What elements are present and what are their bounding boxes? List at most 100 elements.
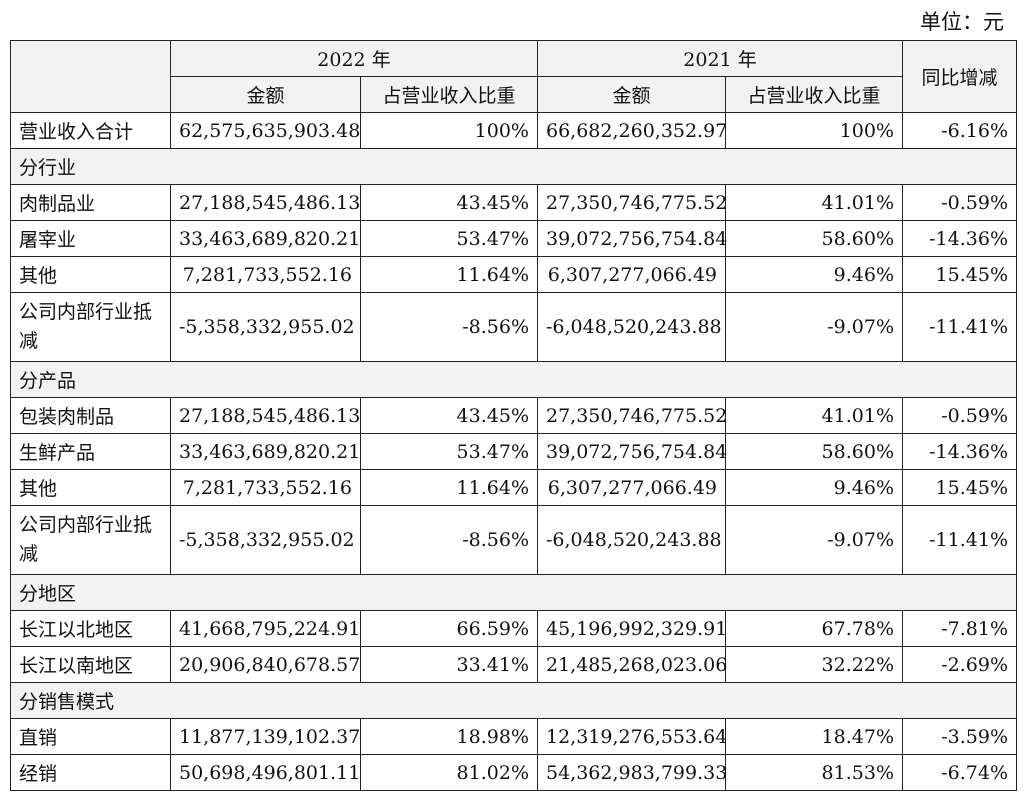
- row-label: 经销: [10, 754, 171, 791]
- row-label: 长江以南地区: [10, 646, 171, 683]
- amount-2022: 50,698,496,801.11: [170, 754, 361, 791]
- section-row: 分地区: [10, 574, 1017, 611]
- ratio-2021: 100%: [725, 112, 903, 149]
- row-label: 包装肉制品: [10, 397, 171, 434]
- row-label: 其他: [10, 469, 171, 506]
- table-row: 长江以北地区 41,668,795,224.91 66.59% 45,196,992,…: [10, 610, 1017, 647]
- ratio-2021: 32.22%: [725, 646, 903, 683]
- ratio-2021: -9.07%: [725, 505, 903, 575]
- yoy-change: -14.36%: [902, 220, 1017, 257]
- ratio-2021: 58.60%: [725, 220, 903, 257]
- amount-2021: 6,307,277,066.49: [537, 469, 726, 506]
- ratio-2022: -8.56%: [360, 292, 538, 362]
- ratio-2021: 81.53%: [725, 754, 903, 791]
- row-label: 长江以北地区: [10, 610, 171, 647]
- amount-2021: 12,319,276,553.64: [537, 718, 727, 755]
- unit-label: 单位：元: [920, 10, 1004, 34]
- amount-2021: 27,350,746,775.52: [537, 397, 727, 434]
- amount-2021: -6,048,520,243.88: [537, 505, 726, 575]
- ratio-2022: 43.45%: [360, 184, 538, 221]
- yoy-change: -0.59%: [902, 397, 1017, 434]
- yoy-change: -11.41%: [902, 292, 1017, 362]
- yoy-change: -7.81%: [902, 610, 1017, 647]
- amount-2021: 39,072,756,754.84: [537, 220, 727, 257]
- ratio-2021: 18.47%: [725, 718, 903, 755]
- section-label: 分地区: [10, 574, 1017, 611]
- ratio-2021: -9.07%: [725, 292, 903, 362]
- section-label: 分行业: [10, 148, 1017, 185]
- ratio-2022: 66.59%: [360, 610, 538, 647]
- amount-2021: 66,682,260,352.97: [537, 112, 727, 149]
- section-label: 分产品: [10, 361, 1017, 398]
- ratio-2021: 9.46%: [725, 469, 903, 506]
- table-row: 屠宰业 33,463,689,820.21 53.47% 39,072,756,754…: [10, 220, 1017, 257]
- table-row: 其他 7,281,733,552.16 11.64% 6,307,277,066.49…: [10, 256, 1017, 293]
- ratio-2021: 41.01%: [725, 184, 903, 221]
- yoy-change: 15.45%: [902, 256, 1017, 293]
- amount-2022: 20,906,840,678.57: [170, 646, 361, 683]
- table-row: 营业收入合计 62,575,635,903.48 100% 66,682,260,35…: [10, 112, 1017, 149]
- ratio-2022: 53.47%: [360, 433, 538, 470]
- amount-2022: 27,188,545,486.13: [170, 184, 361, 221]
- amount-2022: -5,358,332,955.02: [170, 505, 361, 575]
- row-label: 屠宰业: [10, 220, 171, 257]
- header-amount-2022: 金额: [170, 76, 361, 113]
- yoy-change: -0.59%: [902, 184, 1017, 221]
- amount-2022: 7,281,733,552.16: [170, 256, 361, 293]
- row-label: 生鲜产品: [10, 433, 171, 470]
- header-amount-2021: 金额: [537, 76, 726, 113]
- ratio-2022: 11.64%: [360, 256, 538, 293]
- yoy-change: -2.69%: [902, 646, 1017, 683]
- table-row: 公司内部行业抵减 -5,358,332,955.02 -8.56% -6,048,52…: [10, 292, 1017, 362]
- ratio-2021: 58.60%: [725, 433, 903, 470]
- row-label: 公司内部行业抵减: [10, 505, 171, 575]
- amount-2022: 41,668,795,224.91: [170, 610, 361, 647]
- yoy-change: -6.16%: [902, 112, 1017, 149]
- amount-2021: -6,048,520,243.88: [537, 292, 726, 362]
- amount-2021: 6,307,277,066.49: [537, 256, 726, 293]
- ratio-2022: 11.64%: [360, 469, 538, 506]
- yoy-change: 15.45%: [902, 469, 1017, 506]
- row-label: 其他: [10, 256, 171, 293]
- amount-2021: 45,196,992,329.91: [537, 610, 727, 647]
- table-header: 2022 年 2021 年 同比增减 金额 占营业收入比重 金额 占营业收入比重: [10, 40, 1017, 113]
- amount-2022: 33,463,689,820.21: [170, 220, 361, 257]
- table-row: 肉制品业 27,188,545,486.13 43.45% 27,350,746,77…: [10, 184, 1017, 221]
- section-row: 分行业: [10, 148, 1017, 185]
- table-row: 其他 7,281,733,552.16 11.64% 6,307,277,066.49…: [10, 469, 1017, 506]
- ratio-2022: 81.02%: [360, 754, 538, 791]
- header-year-2021: 2021 年: [537, 40, 903, 77]
- header-yoy: 同比增减: [902, 40, 1017, 113]
- section-row: 分产品: [10, 361, 1017, 398]
- header-ratio-2021: 占营业收入比重: [725, 76, 903, 113]
- ratio-2021: 9.46%: [725, 256, 903, 293]
- table-row: 公司内部行业抵减 -5,358,332,955.02 -8.56% -6,048,52…: [10, 505, 1017, 575]
- row-label: 肉制品业: [10, 184, 171, 221]
- row-label: 直销: [10, 718, 171, 755]
- row-label: 营业收入合计: [10, 112, 171, 149]
- header-blank: [10, 40, 171, 113]
- amount-2022: 33,463,689,820.21: [170, 433, 361, 470]
- amount-2021: 27,350,746,775.52: [537, 184, 727, 221]
- revenue-table: 2022 年 2021 年 同比增减 金额 占营业收入比重 金额 占营业收入比重…: [10, 40, 1017, 791]
- row-label: 公司内部行业抵减: [10, 292, 171, 362]
- table-body: 营业收入合计 62,575,635,903.48 100% 66,682,260,35…: [10, 112, 1017, 791]
- ratio-2022: 100%: [360, 112, 538, 149]
- table-row: 长江以南地区 20,906,840,678.57 33.41% 21,485,268,…: [10, 646, 1017, 683]
- amount-2021: 21,485,268,023.06: [537, 646, 727, 683]
- section-row: 分销售模式: [10, 682, 1017, 719]
- section-label: 分销售模式: [10, 682, 1017, 719]
- amount-2021: 39,072,756,754.84: [537, 433, 727, 470]
- amount-2022: 62,575,635,903.48: [170, 112, 361, 149]
- ratio-2022: -8.56%: [360, 505, 538, 575]
- table-row: 直销 11,877,139,102.37 18.98% 12,319,276,553.…: [10, 718, 1017, 755]
- header-year-2022: 2022 年: [170, 40, 538, 77]
- yoy-change: -3.59%: [902, 718, 1017, 755]
- yoy-change: -14.36%: [902, 433, 1017, 470]
- ratio-2021: 41.01%: [725, 397, 903, 434]
- yoy-change: -11.41%: [902, 505, 1017, 575]
- table-row: 生鲜产品 33,463,689,820.21 53.47% 39,072,756,75…: [10, 433, 1017, 470]
- ratio-2022: 33.41%: [360, 646, 538, 683]
- table-row: 包装肉制品 27,188,545,486.13 43.45% 27,350,746,7…: [10, 397, 1017, 434]
- ratio-2022: 53.47%: [360, 220, 538, 257]
